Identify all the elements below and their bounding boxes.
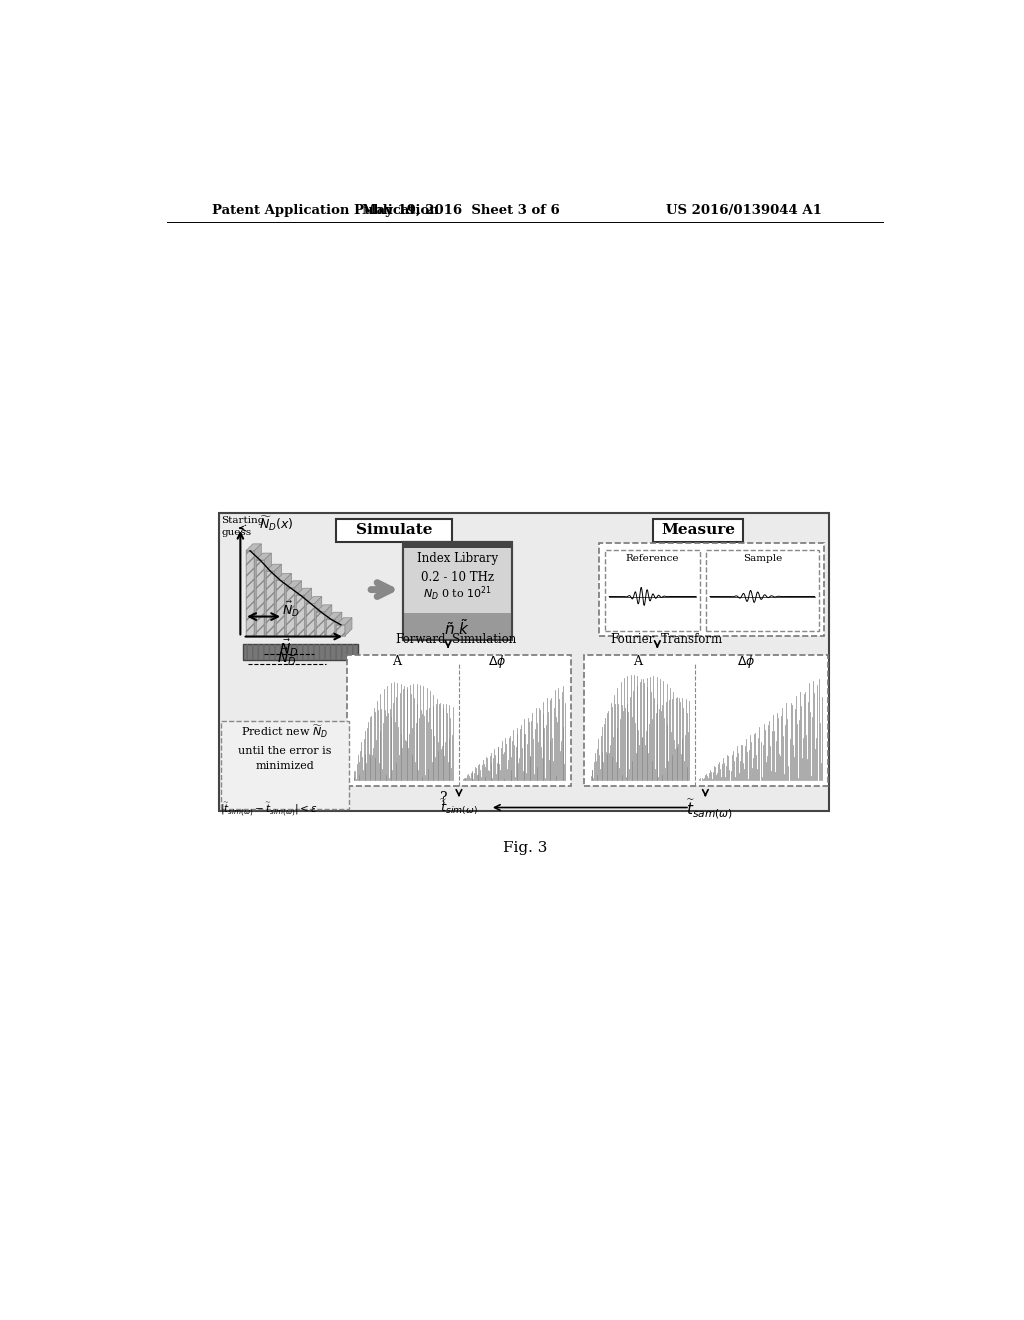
- Text: May 19, 2016  Sheet 3 of 6: May 19, 2016 Sheet 3 of 6: [362, 205, 560, 218]
- Text: Index Library: Index Library: [417, 552, 498, 565]
- Polygon shape: [337, 618, 352, 624]
- Bar: [599, 544, 824, 636]
- Text: $\Delta\phi$: $\Delta\phi$: [488, 652, 507, 669]
- Text: Transform: Transform: [662, 634, 723, 647]
- Bar: [336, 519, 452, 543]
- Bar: [286, 587, 295, 636]
- Bar: [403, 543, 512, 640]
- Bar: [707, 549, 818, 631]
- Polygon shape: [264, 553, 271, 636]
- Text: $\widetilde{t}_{sam(\omega)}$: $\widetilde{t}_{sam(\omega)}$: [686, 797, 733, 821]
- Text: Forward: Forward: [395, 634, 445, 647]
- Bar: [221, 721, 349, 809]
- Polygon shape: [246, 544, 261, 550]
- Bar: [246, 550, 254, 636]
- Text: $\vec{N}_D$: $\vec{N}_D$: [282, 599, 300, 619]
- Bar: [243, 644, 358, 660]
- Bar: [403, 614, 512, 640]
- Text: A: A: [392, 655, 401, 668]
- Text: Reference: Reference: [626, 554, 680, 564]
- Text: $\vec{N}_D$: $\vec{N}_D$: [279, 638, 298, 659]
- Polygon shape: [285, 573, 292, 636]
- Polygon shape: [276, 573, 292, 581]
- Bar: [286, 587, 295, 636]
- Polygon shape: [295, 581, 302, 636]
- Bar: [266, 572, 274, 636]
- Polygon shape: [254, 544, 261, 636]
- Bar: [296, 595, 305, 636]
- Bar: [346, 655, 571, 785]
- Polygon shape: [316, 605, 332, 611]
- Bar: [327, 619, 335, 636]
- Bar: [276, 581, 285, 636]
- Bar: [266, 572, 274, 636]
- Bar: [653, 519, 742, 543]
- Bar: [327, 619, 335, 636]
- Text: $N_D$ 0 to $10^{21}$: $N_D$ 0 to $10^{21}$: [423, 585, 492, 603]
- Polygon shape: [327, 612, 342, 619]
- Text: $\Delta\phi$: $\Delta\phi$: [737, 652, 756, 669]
- Text: ?: ?: [439, 791, 447, 805]
- Polygon shape: [335, 612, 342, 636]
- Text: Simulation: Simulation: [452, 634, 516, 647]
- Text: Starting
guess: Starting guess: [221, 516, 264, 536]
- Text: $\widetilde{N}_D(x)$: $\widetilde{N}_D(x)$: [259, 515, 294, 532]
- Polygon shape: [345, 618, 352, 636]
- Polygon shape: [296, 589, 311, 595]
- Polygon shape: [266, 564, 282, 572]
- Polygon shape: [314, 597, 322, 636]
- Bar: [306, 603, 314, 636]
- Polygon shape: [256, 553, 271, 560]
- Text: Predict new $\widetilde{N}_D$
until the error is
minimized: Predict new $\widetilde{N}_D$ until the …: [239, 723, 332, 771]
- Bar: [403, 543, 512, 640]
- Text: Patent Application Publication: Patent Application Publication: [212, 205, 438, 218]
- Polygon shape: [286, 581, 302, 587]
- Text: 0.2 - 10 THz: 0.2 - 10 THz: [421, 570, 494, 583]
- Bar: [296, 595, 305, 636]
- Polygon shape: [306, 597, 322, 603]
- Polygon shape: [274, 564, 282, 636]
- Bar: [316, 611, 325, 636]
- Text: Fourier: Fourier: [610, 634, 655, 647]
- Bar: [306, 603, 314, 636]
- Bar: [256, 560, 264, 636]
- Bar: [584, 655, 827, 785]
- Text: A: A: [634, 655, 642, 668]
- Bar: [403, 541, 512, 548]
- Polygon shape: [325, 605, 332, 636]
- Text: $\tilde{n}$ $\tilde{k}$: $\tilde{n}$ $\tilde{k}$: [444, 618, 470, 638]
- Bar: [246, 550, 254, 636]
- Text: US 2016/0139044 A1: US 2016/0139044 A1: [666, 205, 821, 218]
- Text: Simulate: Simulate: [355, 523, 432, 537]
- Bar: [316, 611, 325, 636]
- Text: Measure: Measure: [662, 523, 735, 537]
- Bar: [605, 549, 700, 631]
- Bar: [337, 624, 345, 636]
- Bar: [219, 512, 829, 812]
- Bar: [243, 644, 358, 660]
- Text: Fig. 3: Fig. 3: [503, 841, 547, 854]
- Bar: [276, 581, 285, 636]
- Bar: [337, 624, 345, 636]
- Text: $\vec{N}_D$: $\vec{N}_D$: [278, 647, 297, 668]
- Text: $\widetilde{t}_{sim(\omega)}$: $\widetilde{t}_{sim(\omega)}$: [440, 797, 478, 817]
- Text: $|\widetilde{t}_{sim(\omega)}-\widetilde{t}_{sim(\omega)}| < \varepsilon$: $|\widetilde{t}_{sim(\omega)}-\widetilde…: [220, 801, 318, 818]
- Bar: [256, 560, 264, 636]
- Text: Sample: Sample: [742, 554, 782, 564]
- Polygon shape: [305, 589, 311, 636]
